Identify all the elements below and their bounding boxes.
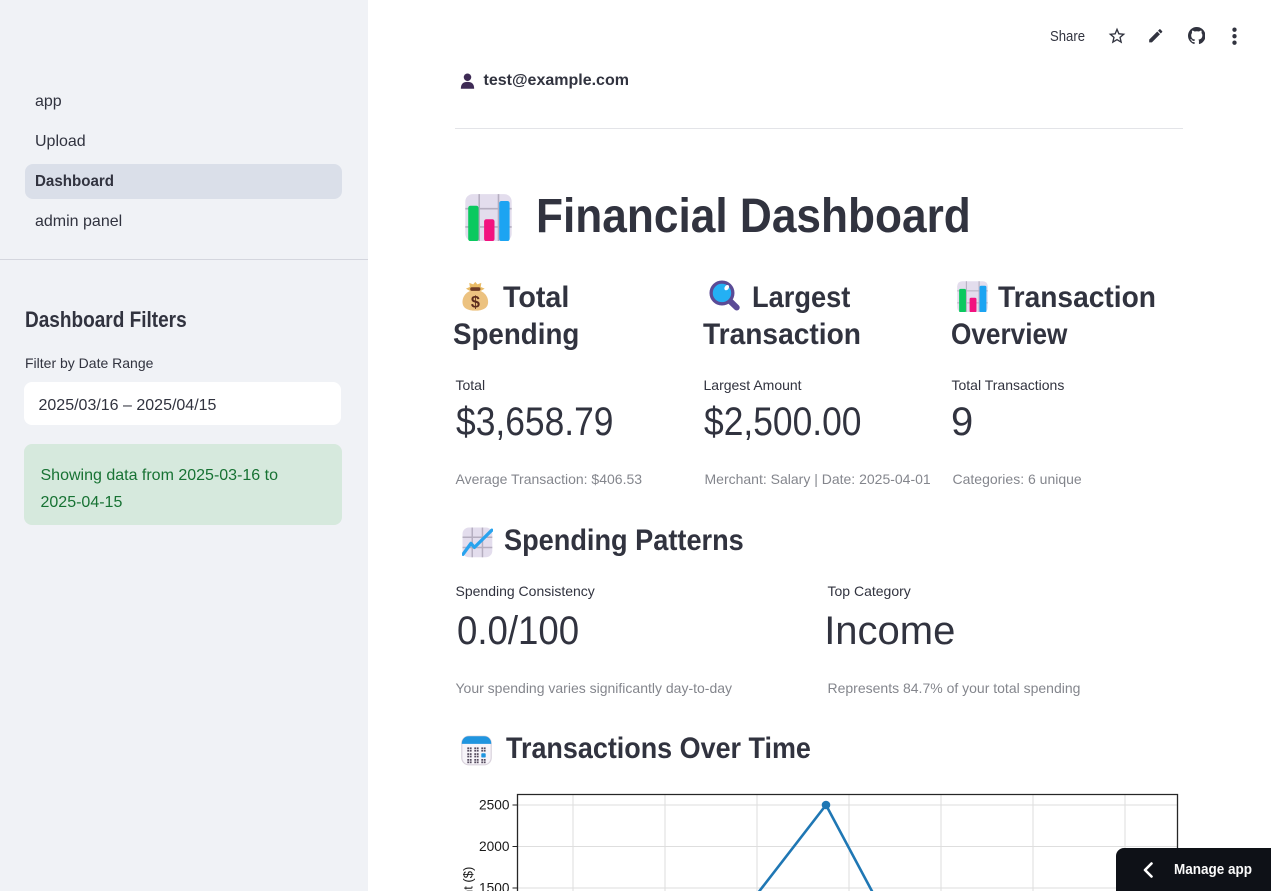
svg-text:Amount ($): Amount ($) [461, 867, 476, 891]
svg-text:2000: 2000 [479, 839, 510, 854]
svg-text:2500: 2500 [479, 798, 510, 813]
svg-text:1500: 1500 [479, 881, 510, 891]
svg-text:$: $ [471, 293, 480, 311]
